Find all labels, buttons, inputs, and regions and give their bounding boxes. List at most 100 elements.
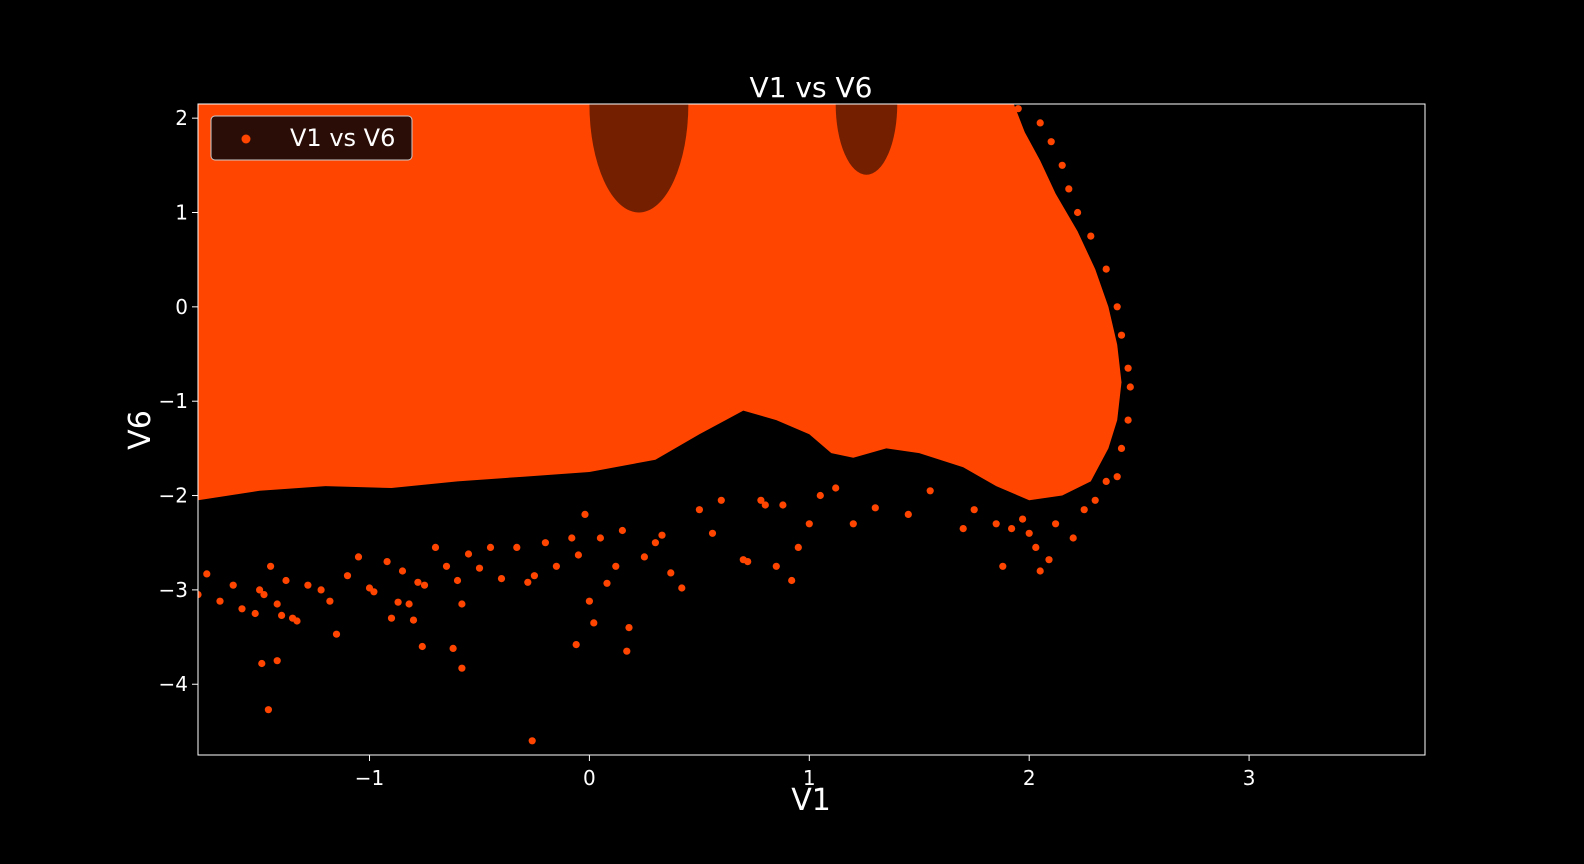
point-cloud	[198, 104, 1122, 501]
legend: V1 vs V6	[210, 115, 413, 161]
scatter-point	[530, 572, 539, 580]
scatter-point	[1126, 383, 1134, 391]
scatter-point	[387, 614, 396, 622]
scatter-point	[959, 525, 967, 533]
scatter-point	[216, 597, 224, 605]
y-tick-label: −1	[159, 389, 188, 413]
scatter-point	[568, 534, 576, 542]
scatter-point	[267, 562, 275, 570]
scatter-point	[458, 664, 466, 672]
scatter-point	[816, 491, 824, 500]
scatter-point	[420, 581, 429, 589]
y-tick-label: 0	[175, 295, 188, 319]
y-tick-label: −3	[159, 578, 188, 602]
scatter-point	[794, 543, 802, 552]
scatter-point	[1036, 119, 1044, 127]
scatter-point	[453, 576, 462, 585]
scatter-point	[623, 647, 631, 655]
scatter-point	[849, 520, 857, 528]
scatter-point	[717, 496, 725, 504]
scatter-point	[273, 600, 281, 608]
scatter-point	[513, 543, 521, 552]
scatter-point	[1036, 567, 1044, 575]
scatter-point	[418, 642, 426, 651]
scatter-point	[414, 578, 422, 586]
scatter-point	[1113, 473, 1121, 481]
chart-title: V1 vs V6	[750, 71, 873, 104]
scatter-point	[590, 619, 598, 627]
scatter-point	[695, 506, 704, 514]
scatter-point	[1008, 525, 1016, 533]
scatter-point	[370, 588, 378, 596]
x-tick-label: 1	[803, 766, 816, 790]
scatter-point	[282, 576, 290, 585]
scatter-point	[458, 600, 466, 608]
scatter-point	[1069, 534, 1077, 542]
scatter-point	[1117, 331, 1126, 339]
scatter-point	[251, 609, 259, 618]
legend-label: V1 vs V6	[290, 124, 395, 152]
scatter-point	[926, 487, 934, 495]
scatter-point	[1117, 444, 1126, 452]
scatter-point	[264, 706, 272, 714]
scatter-point	[970, 506, 978, 514]
scatter-point	[552, 562, 561, 570]
scatter-point	[904, 510, 912, 518]
scatter-point	[651, 539, 660, 547]
scatter-point	[572, 641, 580, 649]
scatter-point	[832, 484, 840, 492]
scatter-point	[475, 564, 484, 572]
x-tick-label: 3	[1243, 766, 1256, 790]
scatter-point	[317, 586, 325, 594]
y-tick-label: 1	[175, 201, 188, 225]
scatter-point	[260, 591, 268, 599]
sparse-region	[589, 104, 689, 213]
scatter-point	[524, 578, 532, 586]
scatter-point	[585, 597, 594, 605]
scatter-point	[1014, 105, 1022, 113]
scatter-point	[757, 496, 765, 504]
x-tick-label: 0	[583, 766, 596, 790]
scatter-point	[409, 616, 418, 624]
scatter-point	[332, 630, 341, 638]
scatter-point	[761, 501, 769, 509]
scatter-point	[293, 617, 301, 625]
x-axis: −1 0 1 2 3	[355, 755, 1256, 790]
scatter-point	[431, 543, 440, 552]
scatter-point	[229, 581, 237, 589]
scatter-point	[871, 504, 879, 512]
scatter-point	[1032, 543, 1040, 552]
scatter-point	[1065, 185, 1073, 193]
scatter-point	[618, 526, 627, 535]
scatter-point	[304, 581, 312, 589]
scatter-point	[625, 624, 633, 632]
scatter-point	[326, 597, 334, 605]
scatter-point	[497, 575, 506, 583]
scatter-point	[1124, 416, 1132, 424]
scatter-point	[1019, 515, 1027, 523]
scatter-point	[678, 584, 686, 592]
dense-point-region	[198, 104, 1122, 501]
scatter-point	[744, 558, 752, 566]
scatter-point	[198, 591, 202, 599]
y-axis-label: V6	[123, 410, 158, 450]
scatter-point	[464, 550, 473, 558]
sparse-region	[835, 104, 898, 175]
scatter-point	[256, 586, 264, 594]
scatter-point	[354, 553, 363, 561]
scatter-point	[1058, 161, 1066, 169]
legend-marker	[241, 134, 251, 144]
scatter-point	[449, 644, 457, 653]
scatter-points	[198, 105, 1134, 745]
scatter-point	[343, 572, 352, 580]
legend-box	[210, 115, 413, 161]
scatter-point	[1087, 232, 1095, 240]
x-axis-label: V1	[791, 783, 831, 818]
scatter-point	[238, 605, 246, 613]
scatter-point	[383, 558, 391, 566]
scatter-point	[258, 659, 266, 668]
scatter-point	[1124, 364, 1132, 372]
scatter-point	[486, 543, 495, 552]
scatter-point	[528, 737, 536, 745]
